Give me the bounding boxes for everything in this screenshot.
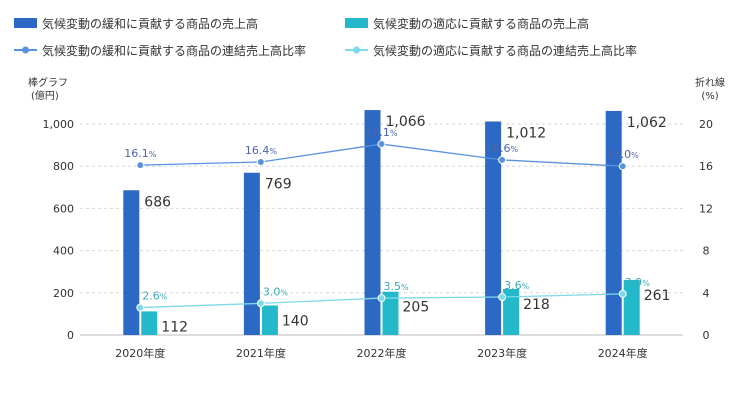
ratio-unit: % [390,129,398,138]
ratio-label: 16.1% [124,147,157,160]
left-tick-label: 0 [67,329,74,342]
ratio-value: 16.6 [486,142,511,155]
line-marker [256,157,265,166]
line-marker [618,289,627,298]
left-tick-label: 400 [53,245,74,258]
ratio-value: 3.9 [625,276,643,289]
legend-swatch-mitigation-sales [14,18,37,28]
bar-value-label-adaptation: 261 [644,288,671,304]
left-tick-label: 200 [53,287,74,300]
ratio-unit: % [401,283,409,292]
ratio-value: 16.0 [607,148,632,161]
bar-mitigation-sales [243,172,260,335]
bar-value-label-adaptation: 205 [403,300,430,316]
bar-value-label-mitigation: 769 [265,177,292,193]
bar-adaptation-sales [141,311,158,335]
line-marker [136,161,145,170]
bar-adaptation-sales [503,289,520,335]
x-tick-label: 2022年度 [357,346,407,360]
ratio-label: 16.6% [486,142,518,155]
legend-label-adaptation-sales: 気候変動の適応に貢献する商品の売上高 [373,16,589,31]
ratio-value: 3.0 [263,285,281,298]
bar-mitigation-sales [364,110,381,335]
x-tick-label: 2021年度 [236,346,286,360]
ratio-value: 3.5 [384,280,402,293]
bar-adaptation-sales [261,305,278,335]
ratio-unit: % [511,145,519,154]
right-axis-unit: (%) [701,91,718,102]
ratio-value: 2.6 [142,290,160,303]
bar-mitigation-sales [485,121,502,335]
ratio-unit: % [160,293,168,302]
legend-label-mitigation-ratio: 気候変動の緩和に貢献する商品の連結売上高比率 [42,43,306,58]
bar-value-label-mitigation: 1,066 [386,114,426,130]
legend-marker-mitigation-ratio [22,46,29,54]
bar-value-label-adaptation: 140 [282,313,309,329]
ratio-label: 18.1% [365,126,398,139]
bar-value-label-mitigation: 1,012 [506,125,546,141]
right-tick-label: 0 [703,329,710,342]
bar-adaptation-sales [623,279,640,335]
line-marker [256,299,265,308]
ratio-unit: % [631,151,639,160]
line-marker [498,293,507,302]
legend-marker-adaptation-ratio [353,46,360,54]
line-marker [377,140,386,149]
ratio-value: 3.6 [504,279,521,292]
left-tick-label: 1,000 [43,118,75,131]
ratio-label: 3.0% [263,285,289,298]
bar-value-label-mitigation: 686 [144,194,171,210]
x-tick-label: 2020年度 [115,346,165,360]
ratio-unit: % [280,288,288,297]
legend-label-adaptation-ratio: 気候変動の適応に貢献する商品の連結売上高比率 [373,43,637,58]
left-tick-label: 800 [53,160,74,173]
ratio-unit: % [269,147,277,156]
ratio-unit: % [522,282,530,291]
ratio-label: 16.0% [607,148,640,161]
left-tick-label: 600 [53,202,74,215]
ratio-unit: % [149,150,157,159]
legend-label-mitigation-sales: 気候変動の緩和に貢献する商品の売上高 [42,16,258,31]
ratio-label: 3.9% [625,276,651,289]
ratio-label: 2.6% [142,290,168,303]
left-axis-title: 棒グラフ [28,76,68,89]
right-axis-title: 折れ線 [695,76,725,89]
bar-value-label-mitigation: 1,062 [627,115,667,131]
right-tick-label: 8 [703,245,710,258]
bar-adaptation-sales [382,291,399,335]
x-tick-label: 2024年度 [598,346,648,360]
bar-value-label-adaptation: 112 [161,319,188,335]
ratio-value: 18.1 [365,126,390,139]
right-tick-label: 12 [699,202,713,215]
bar-value-label-adaptation: 218 [523,297,550,313]
ratio-value: 16.1 [124,147,149,160]
legend-swatch-adaptation-sales [345,18,368,28]
left-axis-unit: (億円) [31,89,59,102]
right-tick-label: 16 [699,160,713,173]
ratio-value: 16.4 [245,144,270,157]
ratio-label: 16.4% [245,144,278,157]
right-tick-label: 20 [699,118,713,131]
line-marker [618,162,627,171]
bar-mitigation-sales [123,190,140,335]
ratio-unit: % [642,279,650,288]
ratio-label: 3.6% [504,279,529,292]
x-tick-label: 2023年度 [477,346,527,360]
bar-mitigation-sales [605,110,622,335]
right-tick-label: 4 [703,287,710,300]
line-marker [498,155,507,164]
line-marker [136,303,145,312]
line-marker [377,294,386,303]
ratio-label: 3.5% [384,280,410,293]
